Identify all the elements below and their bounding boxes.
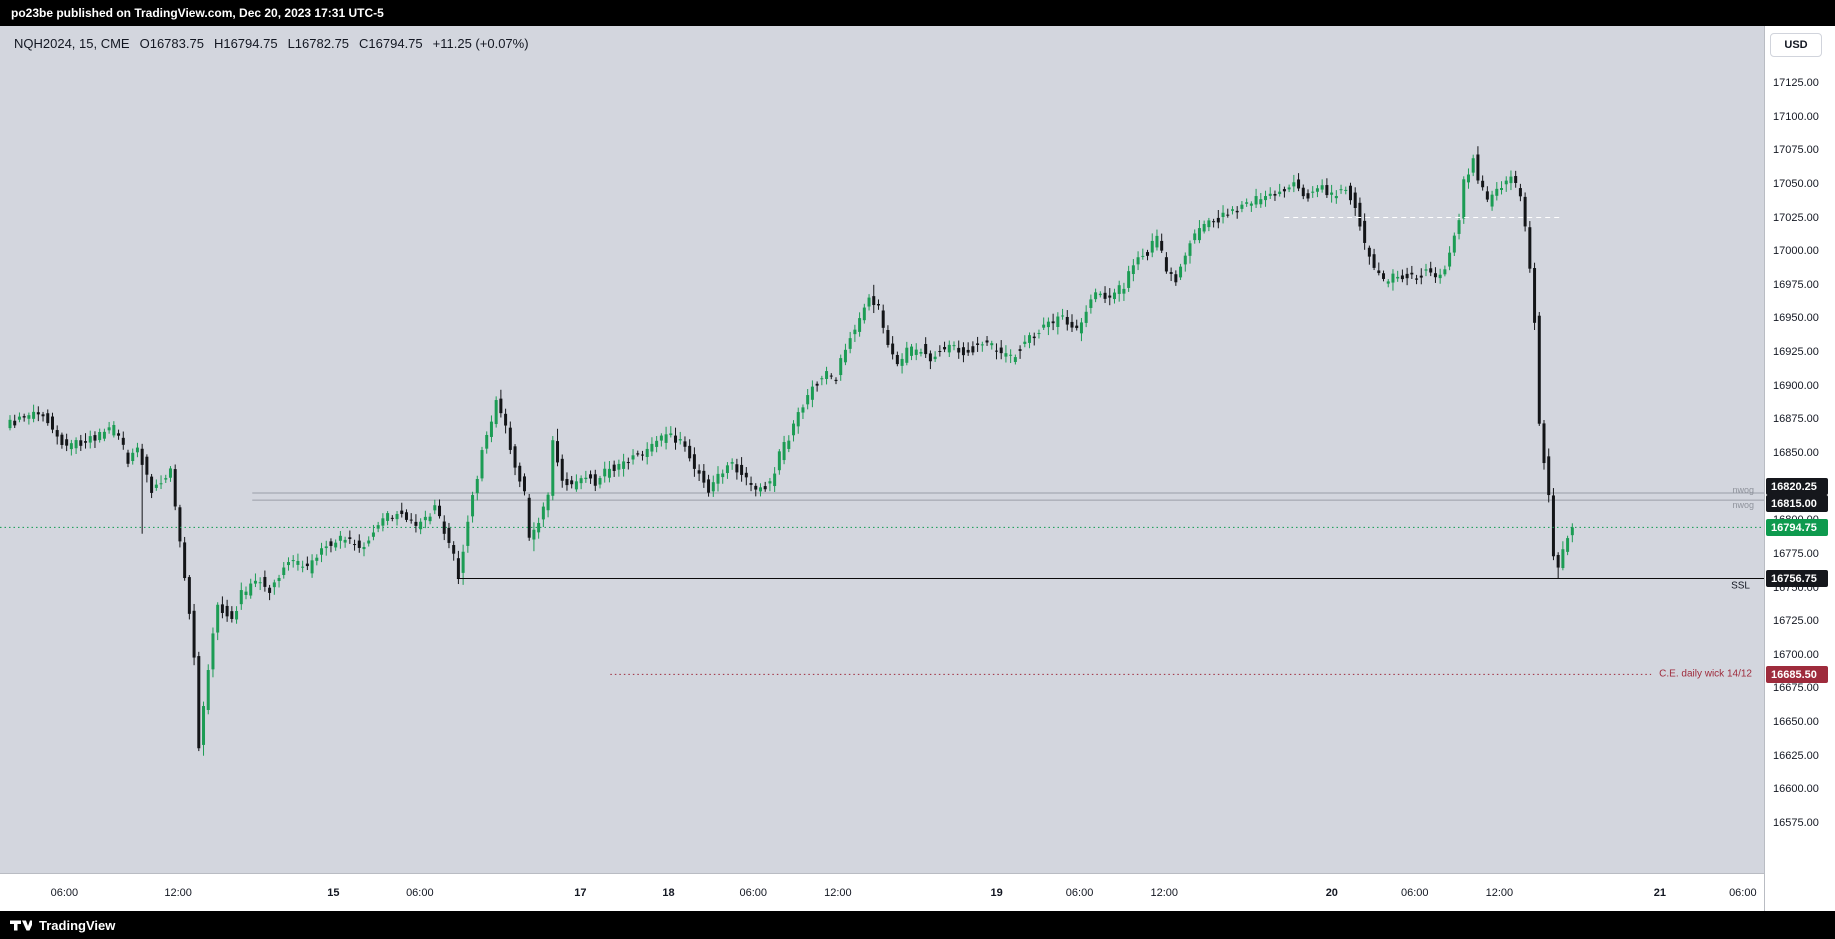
price-tick: 16875.00	[1773, 413, 1819, 426]
publish-bar: po23be published on TradingView.com, Dec…	[0, 0, 1835, 26]
price-badge-16794.75: 16794.75	[1766, 519, 1828, 537]
price-badge-16815.00: 16815.00	[1766, 495, 1828, 513]
time-label-day: 19	[990, 886, 1003, 899]
time-label-day: 18	[662, 886, 675, 899]
time-label: 06:00	[1400, 886, 1429, 899]
time-label: 12:00	[1485, 886, 1514, 899]
price-tick: 16725.00	[1773, 615, 1819, 628]
time-label-day: 20	[1325, 886, 1338, 899]
publish-bar-text: po23be published on TradingView.com, Dec…	[11, 6, 384, 20]
price-tick: 16650.00	[1773, 716, 1819, 729]
price-tick: 16675.00	[1773, 682, 1819, 695]
time-label: 06:00	[50, 886, 79, 899]
price-tick: 16575.00	[1773, 817, 1819, 829]
price-tick: 17025.00	[1773, 211, 1819, 224]
currency-button[interactable]: USD	[1770, 33, 1822, 57]
ohlc-high: H16794.75	[213, 36, 278, 51]
price-tick: 17125.00	[1773, 77, 1819, 89]
ohlc-close: C16794.75	[359, 36, 423, 51]
price-badge-16820.25: 16820.25	[1766, 478, 1828, 496]
price-tick: 16600.00	[1773, 783, 1819, 796]
price-badge-16756.75: 16756.75	[1766, 570, 1828, 588]
price-axis[interactable]: USD 17125.00 17100.00 17075.00 17050.00 1702…	[1764, 26, 1835, 911]
symbol-title: NQH2024, 15, CME	[14, 36, 130, 51]
symbol-legend: NQH2024, 15, CME O16783.75 H16794.75 L16…	[14, 36, 529, 51]
bottom-bar: TradingView	[0, 911, 1835, 939]
time-label: 12:00	[824, 886, 852, 899]
time-label: 06:00	[1065, 886, 1094, 899]
price-tick: 17075.00	[1773, 144, 1819, 157]
chart-region: nwog nwog SSL C.E. daily wick 14/12 NQH2024…	[0, 26, 1835, 911]
tradingview-brand-text: TradingView	[39, 917, 116, 933]
price-tick: 17050.00	[1773, 177, 1819, 190]
ohlc-open: O16783.75	[139, 36, 204, 51]
price-tick: 16625.00	[1773, 749, 1819, 762]
time-axis[interactable]: 06:00 12:00 15 06:00 17 18 06:00 12:00 19 06:00 12…	[0, 873, 1764, 911]
chart-plot[interactable]: nwog nwog SSL C.E. daily wick 14/12	[0, 26, 1764, 873]
time-label: 06:00	[406, 886, 434, 899]
price-tick: 16900.00	[1773, 379, 1819, 392]
time-label: 06:00	[739, 886, 767, 899]
price-tick: 16950.00	[1773, 312, 1819, 325]
price-badge-16685.50: 16685.50	[1766, 666, 1828, 684]
ohlc-low: L16782.75	[287, 36, 350, 51]
price-tick: 17000.00	[1773, 245, 1819, 258]
tradingview-logo-icon	[10, 920, 32, 930]
price-tick: 16700.00	[1773, 648, 1819, 661]
time-label: 12:00	[164, 886, 192, 899]
time-label: 12:00	[1150, 886, 1178, 899]
price-tick: 16850.00	[1773, 447, 1819, 459]
tradingview-link[interactable]: TradingView	[10, 918, 115, 933]
candlestick-chart[interactable]	[0, 26, 1764, 873]
time-label-day: 17	[574, 886, 587, 899]
time-label: 06:00	[1729, 886, 1757, 899]
ohlc-change: +11.25 (+0.07%)	[432, 36, 529, 51]
price-tick: 16975.00	[1773, 278, 1819, 291]
price-tick: 16925.00	[1773, 346, 1819, 359]
time-label-day: 15	[327, 886, 340, 899]
time-label-day: 21	[1653, 886, 1667, 899]
price-tick: 16775.00	[1773, 547, 1819, 560]
price-tick: 17100.00	[1773, 110, 1819, 123]
